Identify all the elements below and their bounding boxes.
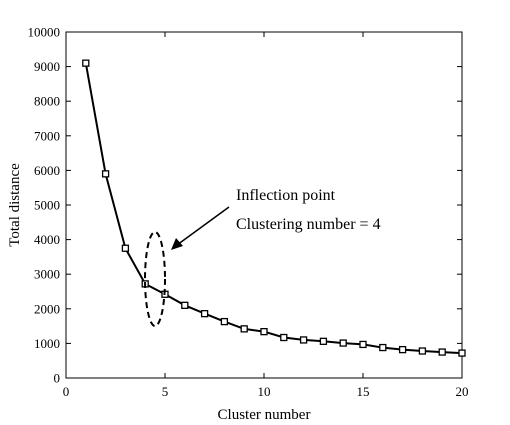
data-point-9 bbox=[240, 325, 248, 333]
y-tick-label: 5000 bbox=[34, 198, 60, 213]
y-tick-label: 2000 bbox=[34, 301, 60, 316]
data-point-20 bbox=[458, 349, 466, 357]
y-tick-label: 10000 bbox=[28, 25, 61, 40]
y-tick-label: 8000 bbox=[34, 94, 60, 109]
annotation-arrowhead bbox=[171, 238, 183, 250]
data-point-15 bbox=[359, 340, 367, 349]
x-tick-label: 5 bbox=[162, 384, 169, 399]
data-point-1 bbox=[82, 59, 90, 67]
x-axis-label: Cluster number bbox=[218, 407, 311, 423]
data-point-3 bbox=[121, 244, 130, 252]
data-point-19 bbox=[438, 348, 446, 356]
data-point-14 bbox=[339, 339, 347, 347]
y-tick-label: 9000 bbox=[34, 59, 60, 74]
inflection-ellipse bbox=[144, 231, 166, 327]
x-tick-label: 15 bbox=[357, 384, 370, 399]
annotation-line1: Inflection point bbox=[236, 187, 336, 204]
x-tick-label: 20 bbox=[456, 384, 469, 399]
plot-frame bbox=[65, 31, 463, 379]
axes bbox=[65, 31, 463, 379]
data-point-17 bbox=[398, 345, 407, 354]
y-tick-label: 7000 bbox=[34, 128, 60, 143]
y-tick-label: 6000 bbox=[34, 163, 60, 178]
data-point-8 bbox=[220, 317, 229, 326]
y-tick-label: 0 bbox=[54, 371, 61, 386]
y-tick-label: 4000 bbox=[34, 232, 60, 247]
data-point-16 bbox=[379, 343, 387, 352]
data-point-11 bbox=[280, 333, 288, 342]
series-line bbox=[84, 62, 463, 355]
data-point-18 bbox=[418, 347, 427, 355]
annotation-line2: Clustering number = 4 bbox=[236, 216, 381, 233]
y-tick-label: 1000 bbox=[34, 336, 60, 351]
x-tick-label: 10 bbox=[258, 384, 271, 399]
data-point-10 bbox=[260, 327, 268, 336]
ticks: 0 5 10 15 20 0 1000 2000 3000 4000 5000 6000 7000 800… bbox=[28, 25, 469, 400]
data-point-7 bbox=[200, 309, 209, 318]
data-point-6 bbox=[181, 301, 189, 309]
data-point-2 bbox=[101, 170, 110, 178]
annotation-arrow-line bbox=[176, 206, 230, 246]
data-point-13 bbox=[319, 337, 328, 345]
series-markers bbox=[82, 59, 466, 357]
y-axis-label: Total distance bbox=[7, 163, 23, 247]
y-tick-label: 3000 bbox=[34, 267, 60, 282]
x-tick-label: 0 bbox=[63, 384, 70, 399]
data-point-12 bbox=[299, 336, 308, 344]
